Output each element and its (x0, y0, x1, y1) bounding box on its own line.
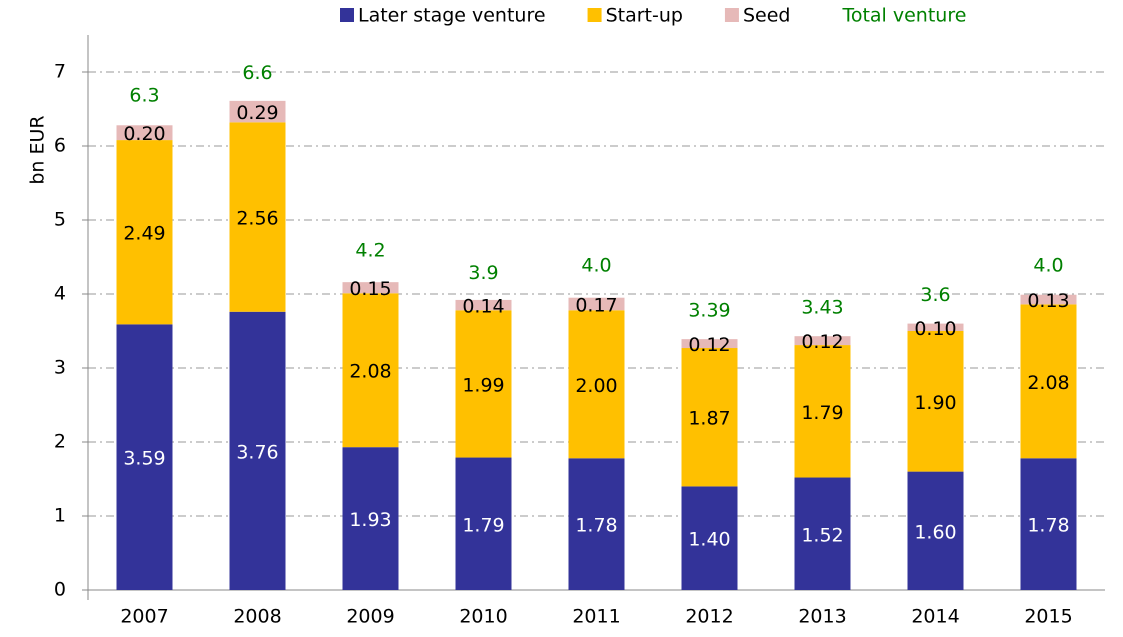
bar-segment (907, 323, 964, 331)
value-label: 0.12 (688, 334, 730, 356)
value-label: 2.08 (349, 361, 391, 383)
legend-swatch (724, 8, 739, 22)
total-label: 3.9 (468, 262, 498, 284)
bar-segment (342, 293, 399, 448)
value-label: 0.12 (801, 331, 843, 353)
x-tick-label: 2014 (911, 606, 959, 628)
y-tick-label: 2 (54, 431, 66, 453)
y-tick-label: 7 (54, 61, 66, 83)
bar-segment (681, 348, 738, 487)
bar-segment (455, 457, 512, 590)
bar-segment (342, 282, 399, 294)
value-label: 1.79 (462, 514, 504, 536)
y-tick-label: 5 (54, 209, 66, 231)
bar-segment (681, 486, 738, 590)
value-label: 1.79 (801, 402, 843, 424)
bar-segment (907, 471, 964, 590)
value-label: 1.52 (801, 524, 843, 546)
y-tick-label: 6 (54, 135, 66, 157)
total-label: 3.39 (688, 300, 730, 322)
total-label: 4.0 (1033, 255, 1063, 277)
bar-segment (229, 122, 286, 312)
bar-segment (794, 345, 851, 478)
value-label: 3.76 (236, 441, 278, 463)
total-label: 6.3 (129, 84, 159, 106)
legend-label: Total venture (841, 5, 966, 27)
bar-segment (794, 477, 851, 590)
bar-segment (455, 310, 512, 458)
x-tick-label: 2007 (120, 606, 168, 628)
bar-segment (229, 100, 286, 123)
total-label: 3.6 (920, 284, 950, 306)
y-tick-label: 3 (54, 357, 66, 379)
y-tick-label: 4 (54, 283, 66, 305)
value-label: 0.17 (575, 294, 617, 316)
x-tick-label: 2012 (685, 606, 733, 628)
value-label: 1.90 (914, 392, 956, 414)
bar-segment (116, 140, 173, 325)
value-label: 1.78 (575, 515, 617, 537)
y-axis-label: bn EUR (27, 115, 49, 184)
legend-label: Start-up (606, 5, 683, 27)
value-label: 1.60 (914, 521, 956, 543)
value-label: 3.59 (123, 448, 165, 470)
bar-segment (568, 310, 625, 459)
value-label: 2.56 (236, 208, 278, 230)
total-label: 4.2 (355, 240, 385, 262)
value-label: 1.87 (688, 408, 730, 430)
x-tick-label: 2011 (572, 606, 620, 628)
bar-segment (681, 339, 738, 349)
value-label: 2.49 (123, 223, 165, 245)
y-tick-label: 1 (54, 505, 66, 527)
total-label: 6.6 (242, 62, 272, 84)
legend-swatch (587, 8, 602, 22)
legend-label: Later stage venture (358, 5, 546, 27)
bar-segment (1020, 458, 1077, 590)
bar-segment (455, 299, 512, 311)
bar-segment (568, 458, 625, 590)
bar-segment (342, 447, 399, 590)
value-label: 0.20 (123, 123, 165, 145)
value-label: 1.78 (1027, 515, 1069, 537)
legend-swatch (340, 8, 354, 22)
value-label: 2.08 (1027, 372, 1069, 394)
x-tick-label: 2010 (459, 606, 507, 628)
y-tick-label: 0 (54, 579, 66, 601)
bar-segment (794, 336, 851, 346)
value-label: 1.40 (688, 529, 730, 551)
bar-segment (116, 324, 173, 590)
bar-segment (116, 125, 173, 141)
bar-segment (229, 311, 286, 590)
value-label: 1.93 (349, 509, 391, 531)
x-tick-label: 2009 (346, 606, 394, 628)
bar-segment (1020, 304, 1077, 459)
value-label: 0.10 (914, 318, 956, 340)
total-label: 4.0 (581, 255, 611, 277)
x-tick-label: 2013 (798, 606, 846, 628)
value-label: 0.15 (349, 278, 391, 300)
total-label: 3.43 (801, 297, 843, 319)
value-label: 0.14 (462, 296, 504, 318)
x-tick-label: 2015 (1024, 606, 1072, 628)
value-label: 0.13 (1027, 290, 1069, 312)
legend-label: Seed (743, 5, 791, 27)
value-label: 2.00 (575, 375, 617, 397)
bar-segment (1020, 294, 1077, 305)
bar-segment (907, 331, 964, 472)
value-label: 0.29 (236, 102, 278, 124)
x-tick-label: 2008 (233, 606, 281, 628)
value-label: 1.99 (462, 374, 504, 396)
bar-segment (568, 297, 625, 311)
